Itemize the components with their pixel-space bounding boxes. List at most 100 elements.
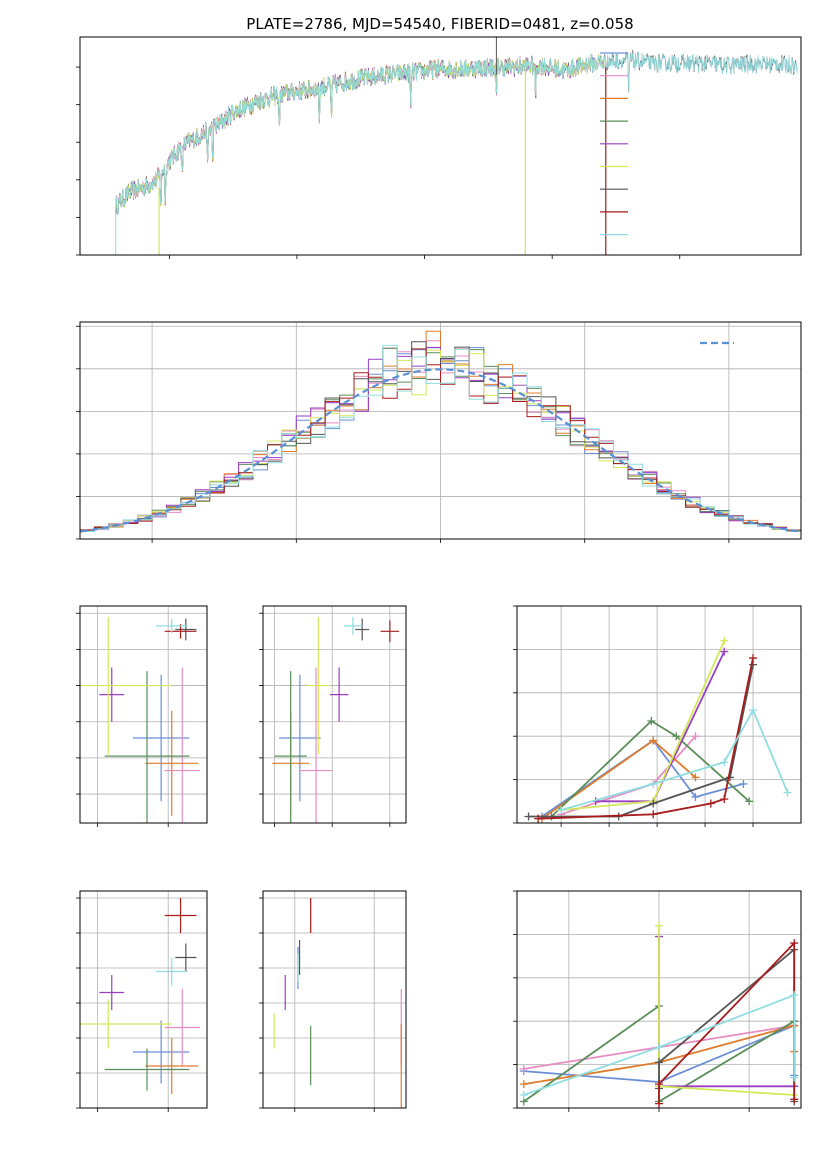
panel-massweight_vs_age [513,605,802,827]
errorbar-purple [99,975,125,1010]
series-line-red [538,657,754,820]
series-point-cyan [557,805,566,814]
errorbar-pink [164,989,200,1066]
errorbar-red [164,624,197,639]
series-point-red [720,795,729,804]
errorbar-green [104,1048,190,1091]
errorbar-cyan [343,616,363,635]
errorbar-yellow [306,616,330,755]
series-point-red [790,1095,799,1104]
histogram-red [80,348,801,533]
panel-age_vs_Z [76,605,208,827]
panel-residuals [76,321,802,543]
normal-curve [80,368,801,533]
series-point-cyan [720,758,729,767]
series-point-blue [691,792,700,801]
series-point-cyan [649,779,658,788]
series-point-dark [524,812,533,821]
errorbars [273,898,402,1108]
axes-frame [79,605,208,824]
errorbar-green [274,671,307,823]
series-line-dark [658,947,796,1102]
errorbar-red [164,898,197,933]
series-point-blue [739,779,748,788]
histogram-cyan [80,344,801,534]
errorbar-blue [132,674,190,802]
spectrum-lines [115,37,798,255]
series-point-red [655,1080,663,1089]
spectrum-dark [115,49,798,215]
errorbar-purple [99,667,125,722]
series-point-red [749,654,758,663]
errorbar-green [104,671,190,823]
axes-frame [516,605,802,824]
panel-mass_vs_EBV [259,890,407,1112]
errorbar-yellow [80,999,172,1049]
histograms [80,330,801,534]
panel-mass_vs_Z [76,890,208,1112]
axes-frame [79,321,802,540]
series-point-red [790,939,799,948]
errorbar-orange [145,710,199,816]
errorbars [80,616,200,823]
series [524,636,792,823]
series-point-cyan [790,991,799,1000]
series-line-pink [560,735,697,816]
series-point-yellow [655,921,663,930]
errorbars [80,898,200,1094]
panel-age_vs_mass [259,605,407,827]
errorbar-blue [132,1020,190,1084]
errorbar-yellow [80,616,172,755]
figure-title: PLATE=2786, MJD=54540, FIBERID=0481, z=0… [246,15,633,33]
series-point-red [534,814,543,823]
series-point-cyan [790,1073,799,1082]
series-point-red [649,810,658,819]
errorbar-orange [145,1038,199,1094]
errorbar-purple [329,667,349,722]
series-point-red [655,1099,663,1108]
series-line-green [550,719,750,818]
series-point-green [647,717,656,726]
series [519,921,799,1108]
series-line-dark [528,664,754,818]
series-point-cyan [655,1043,663,1052]
errorbar-blue [279,674,321,802]
series-line-cyan [523,993,796,1096]
axes-frame [79,36,802,256]
series-point-pink [691,732,700,741]
series-point-cyan [519,1090,528,1099]
series-line-blue [541,739,744,818]
errorbar-dark [175,943,197,972]
spectrum-legend [600,52,628,236]
series-point-red [706,799,715,808]
errorbars [272,616,400,823]
axes-frame [262,890,407,1109]
errorbar-dark [355,618,370,641]
errorbar-cyan [155,618,188,634]
axes-frame [262,605,407,824]
errorbar-dark [175,618,197,641]
errorbar-red [380,620,400,643]
series-point-dark [655,1058,663,1067]
series-line-yellow [658,925,795,1096]
series-point-green [672,732,681,741]
series-point-orange [519,1080,528,1089]
axes-frame [516,890,802,1109]
errorbar-pink [299,667,333,823]
series-point-dark [649,799,658,808]
series-point-green [745,797,754,806]
errorbar-cyan [155,957,188,986]
errorbar-pink [164,667,200,823]
axes-frame [79,890,208,1109]
series-point-cyan [749,706,758,715]
series-point-orange [691,773,700,782]
series-point-orange [649,736,658,745]
series-point-cyan [783,788,792,797]
panel-massweight_vs_Z [513,890,802,1112]
series-point-purple [720,647,729,656]
panel-spectrum [76,36,802,259]
spectrum-cyan [115,51,798,216]
series-point-pink [519,1064,528,1073]
series-point-yellow [720,636,729,645]
